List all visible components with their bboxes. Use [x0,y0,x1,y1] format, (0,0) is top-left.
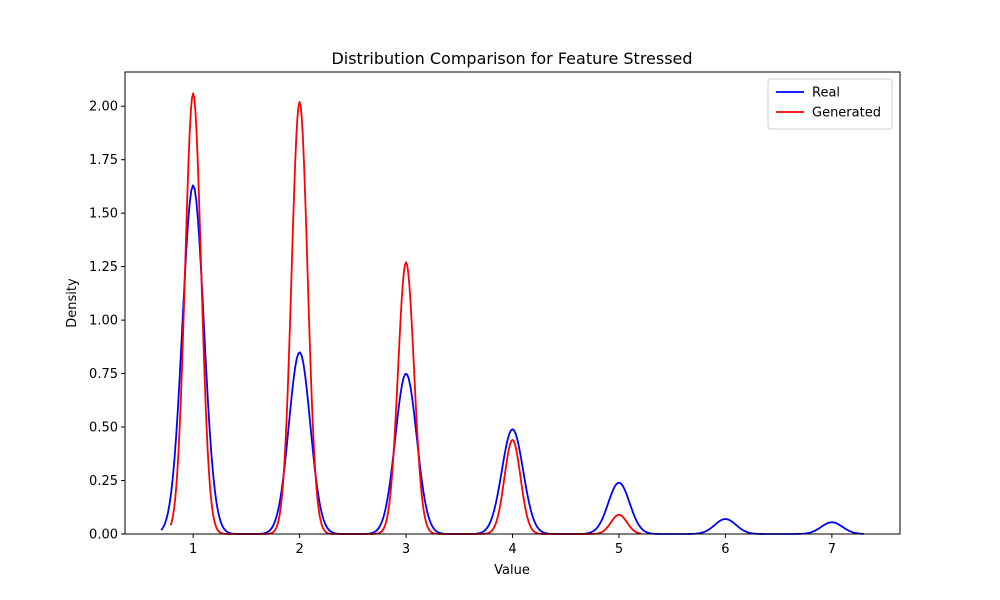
chart-title: Distribution Comparison for Feature Stre… [331,49,692,68]
x-tick-label: 5 [615,542,623,557]
y-tick-label: 0.00 [89,528,118,543]
y-tick-label: 2.00 [89,100,118,115]
x-axis: 1 2 3 4 5 6 7 [189,534,836,557]
x-tick-label: 3 [402,542,410,557]
y-tick-label: 1.50 [89,207,118,222]
y-axis: 0.00 0.25 0.50 0.75 1.00 1.25 1.50 1.75 2.00 [89,100,125,543]
x-tick-label: 4 [508,542,516,557]
y-tick-label: 1.25 [89,260,118,275]
y-axis-title: Density [65,278,80,328]
x-axis-title: Value [494,563,530,578]
y-tick-label: 0.50 [89,421,118,436]
y-tick-label: 1.75 [89,153,118,168]
y-tick-label: 1.00 [89,314,118,329]
legend-label-generated: Generated [812,106,881,121]
legend: Real Generated [767,78,893,130]
series-line-real [160,184,864,535]
x-tick-label: 7 [828,542,836,557]
x-tick-label: 6 [721,542,729,557]
y-tick-label: 0.25 [89,474,118,489]
legend-label-real: Real [812,86,840,101]
x-tick-label: 2 [295,542,303,557]
y-tick-label: 0.75 [89,367,118,382]
x-tick-label: 1 [189,542,197,557]
